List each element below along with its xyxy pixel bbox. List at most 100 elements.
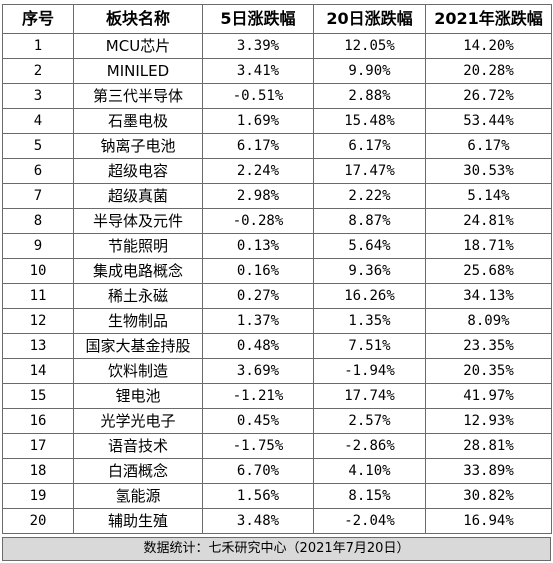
change-20day-cell: 8.15% bbox=[313, 483, 426, 509]
sector-name-cell: 白酒概念 bbox=[73, 458, 203, 484]
table-row: 6 超级电容 2.24% 17.47% 30.53% bbox=[2, 158, 552, 184]
sector-name-cell: 锂电池 bbox=[73, 383, 203, 409]
table-row: 18 白酒概念 6.70% 4.10% 33.89% bbox=[2, 458, 552, 484]
change-5day-cell: 0.48% bbox=[202, 333, 314, 359]
change-20day-cell: 4.10% bbox=[313, 458, 426, 484]
serial-cell: 18 bbox=[2, 458, 74, 484]
header-20day-change: 20日涨跌幅 bbox=[313, 4, 426, 34]
change-2021-cell: 53.44% bbox=[425, 108, 552, 134]
sector-name-cell: 稀土永磁 bbox=[73, 283, 203, 309]
table-row: 13 国家大基金持股 0.48% 7.51% 23.35% bbox=[2, 333, 552, 359]
sector-name-cell: 语音技术 bbox=[73, 433, 203, 459]
change-2021-cell: 20.35% bbox=[425, 358, 552, 384]
data-source-footer: 数据统计：七禾研究中心（2021年7月20日） bbox=[2, 537, 551, 561]
serial-cell: 9 bbox=[2, 233, 74, 259]
sector-name-cell: 国家大基金持股 bbox=[73, 333, 203, 359]
change-5day-cell: -0.51% bbox=[202, 83, 314, 109]
change-2021-cell: 33.89% bbox=[425, 458, 552, 484]
change-20day-cell: 6.17% bbox=[313, 133, 426, 159]
sector-name-cell: MINILED bbox=[73, 58, 203, 84]
change-2021-cell: 25.68% bbox=[425, 258, 552, 284]
sector-name-cell: 超级真菌 bbox=[73, 183, 203, 209]
change-2021-cell: 23.35% bbox=[425, 333, 552, 359]
change-5day-cell: 6.17% bbox=[202, 133, 314, 159]
sector-name-cell: 生物制品 bbox=[73, 308, 203, 334]
header-2021-change: 2021年涨跌幅 bbox=[425, 4, 552, 34]
change-5day-cell: 2.98% bbox=[202, 183, 314, 209]
table-row: 5 钠离子电池 6.17% 6.17% 6.17% bbox=[2, 133, 552, 159]
serial-cell: 4 bbox=[2, 108, 74, 134]
change-5day-cell: 0.16% bbox=[202, 258, 314, 284]
change-20day-cell: 2.57% bbox=[313, 408, 426, 434]
change-20day-cell: 9.90% bbox=[313, 58, 426, 84]
change-20day-cell: 7.51% bbox=[313, 333, 426, 359]
change-20day-cell: 5.64% bbox=[313, 233, 426, 259]
change-5day-cell: -0.28% bbox=[202, 208, 314, 234]
change-2021-cell: 18.71% bbox=[425, 233, 552, 259]
table-row: 9 节能照明 0.13% 5.64% 18.71% bbox=[2, 233, 552, 259]
change-2021-cell: 8.09% bbox=[425, 308, 552, 334]
table-row: 17 语音技术 -1.75% -2.86% 28.81% bbox=[2, 433, 552, 459]
table-row: 12 生物制品 1.37% 1.35% 8.09% bbox=[2, 308, 552, 334]
table-row: 10 集成电路概念 0.16% 9.36% 25.68% bbox=[2, 258, 552, 284]
sector-name-cell: 集成电路概念 bbox=[73, 258, 203, 284]
sector-name-cell: 半导体及元件 bbox=[73, 208, 203, 234]
serial-cell: 19 bbox=[2, 483, 74, 509]
change-5day-cell: 2.24% bbox=[202, 158, 314, 184]
serial-cell: 11 bbox=[2, 283, 74, 309]
change-5day-cell: 3.69% bbox=[202, 358, 314, 384]
header-5day-change: 5日涨跌幅 bbox=[202, 4, 314, 34]
sector-name-cell: 饮料制造 bbox=[73, 358, 203, 384]
change-2021-cell: 14.20% bbox=[425, 33, 552, 59]
table-row: 1 MCU芯片 3.39% 12.05% 14.20% bbox=[2, 33, 552, 59]
table-row: 16 光学光电子 0.45% 2.57% 12.93% bbox=[2, 408, 552, 434]
change-5day-cell: 0.27% bbox=[202, 283, 314, 309]
change-2021-cell: 24.81% bbox=[425, 208, 552, 234]
change-20day-cell: 15.48% bbox=[313, 108, 426, 134]
change-5day-cell: 3.48% bbox=[202, 508, 314, 534]
change-2021-cell: 12.93% bbox=[425, 408, 552, 434]
sector-name-cell: 节能照明 bbox=[73, 233, 203, 259]
sector-name-cell: 辅助生殖 bbox=[73, 508, 203, 534]
change-5day-cell: -1.21% bbox=[202, 383, 314, 409]
serial-cell: 15 bbox=[2, 383, 74, 409]
sector-name-cell: 氢能源 bbox=[73, 483, 203, 509]
change-5day-cell: 1.56% bbox=[202, 483, 314, 509]
sector-performance-table: 序号 板块名称 5日涨跌幅 20日涨跌幅 2021年涨跌幅 1 MCU芯片 3.39… bbox=[2, 4, 552, 534]
change-20day-cell: 1.35% bbox=[313, 308, 426, 334]
sector-name-cell: 第三代半导体 bbox=[73, 83, 203, 109]
serial-cell: 1 bbox=[2, 33, 74, 59]
change-5day-cell: 0.13% bbox=[202, 233, 314, 259]
change-20day-cell: 17.47% bbox=[313, 158, 426, 184]
serial-cell: 14 bbox=[2, 358, 74, 384]
change-20day-cell: 2.88% bbox=[313, 83, 426, 109]
change-2021-cell: 20.28% bbox=[425, 58, 552, 84]
change-5day-cell: 0.45% bbox=[202, 408, 314, 434]
change-20day-cell: 9.36% bbox=[313, 258, 426, 284]
serial-cell: 12 bbox=[2, 308, 74, 334]
change-2021-cell: 16.94% bbox=[425, 508, 552, 534]
serial-cell: 13 bbox=[2, 333, 74, 359]
serial-cell: 2 bbox=[2, 58, 74, 84]
table-row: 20 辅助生殖 3.48% -2.04% 16.94% bbox=[2, 508, 552, 534]
sector-name-cell: 石墨电极 bbox=[73, 108, 203, 134]
change-2021-cell: 5.14% bbox=[425, 183, 552, 209]
change-20day-cell: 8.87% bbox=[313, 208, 426, 234]
change-20day-cell: -2.86% bbox=[313, 433, 426, 459]
table-row: 2 MINILED 3.41% 9.90% 20.28% bbox=[2, 58, 552, 84]
change-5day-cell: 1.37% bbox=[202, 308, 314, 334]
sector-name-cell: 光学光电子 bbox=[73, 408, 203, 434]
serial-cell: 20 bbox=[2, 508, 74, 534]
serial-cell: 6 bbox=[2, 158, 74, 184]
change-2021-cell: 41.97% bbox=[425, 383, 552, 409]
header-sector-name: 板块名称 bbox=[73, 4, 203, 34]
sector-name-cell: 钠离子电池 bbox=[73, 133, 203, 159]
table-row: 11 稀土永磁 0.27% 16.26% 34.13% bbox=[2, 283, 552, 309]
change-2021-cell: 26.72% bbox=[425, 83, 552, 109]
table-row: 14 饮料制造 3.69% -1.94% 20.35% bbox=[2, 358, 552, 384]
serial-cell: 7 bbox=[2, 183, 74, 209]
change-20day-cell: -1.94% bbox=[313, 358, 426, 384]
serial-cell: 10 bbox=[2, 258, 74, 284]
change-20day-cell: 17.74% bbox=[313, 383, 426, 409]
